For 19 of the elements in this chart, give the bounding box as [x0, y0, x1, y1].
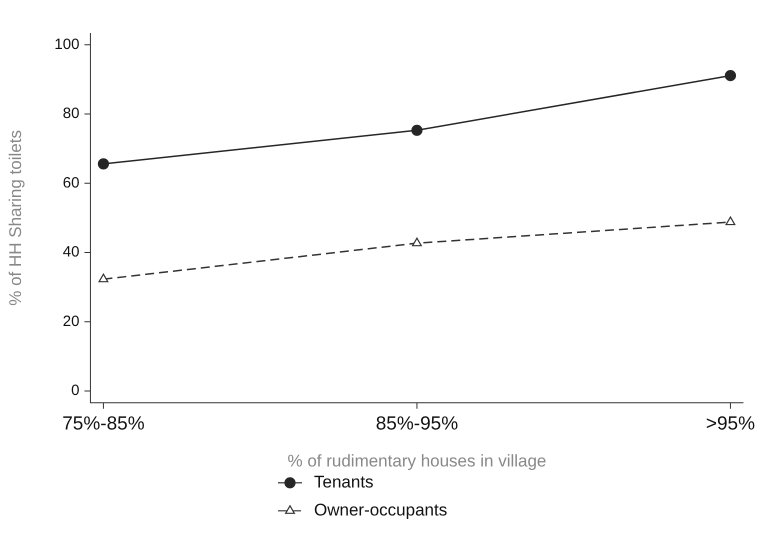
- y-tick-label: 100: [54, 36, 80, 53]
- point: [726, 216, 736, 226]
- legend-label: Tenants: [314, 472, 374, 492]
- y-tick-label: 40: [62, 244, 80, 261]
- y-tick-label: 80: [62, 105, 80, 122]
- x-axis-title: % of rudimentary houses in village: [287, 451, 546, 470]
- y-tick-label: 60: [62, 174, 80, 192]
- point: [98, 158, 110, 170]
- x-tick-label: 75%-85%: [62, 413, 145, 434]
- point: [724, 70, 736, 82]
- x-tick-label: 85%-95%: [376, 413, 458, 434]
- point: [98, 274, 108, 282]
- point: [411, 124, 423, 136]
- y-tick-label: 20: [62, 312, 80, 330]
- point: [412, 238, 422, 246]
- y-tick-label: 0: [71, 382, 80, 400]
- x-tick-label: >95%: [706, 413, 756, 434]
- y-axis-title: % of HH Sharing toilets: [6, 130, 25, 306]
- legend-label: Owner-occupants: [314, 500, 448, 520]
